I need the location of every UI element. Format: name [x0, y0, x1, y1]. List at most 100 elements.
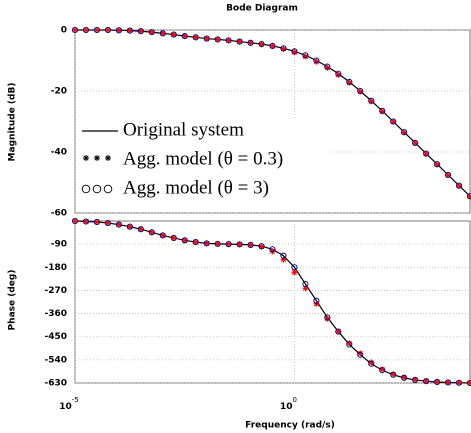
- x-tick-exponent: 0: [292, 396, 296, 404]
- marker-asterisk: [214, 36, 221, 43]
- marker-asterisk: [335, 71, 342, 78]
- x-axis-label: Frequency (rad/s): [245, 421, 335, 431]
- x-tick-label: 100: [280, 396, 297, 412]
- marker-circle: [412, 376, 419, 383]
- marker-asterisk: [247, 39, 254, 46]
- marker-asterisk: [159, 232, 166, 239]
- marker-asterisk: [82, 27, 89, 33]
- marker-circle: [126, 27, 133, 34]
- marker-asterisk: [401, 129, 408, 136]
- marker-circle: [280, 45, 287, 52]
- marker-asterisk: [269, 43, 276, 50]
- marker-asterisk: [357, 88, 364, 95]
- y-tick-label: -270: [44, 286, 67, 296]
- marker-circle: [115, 27, 122, 34]
- marker-asterisk: [236, 38, 243, 45]
- marker-circle: [269, 42, 276, 49]
- legend-label: Agg. model (θ = 3): [123, 177, 269, 198]
- marker-asterisk: [236, 241, 243, 248]
- marker-circle: [434, 161, 441, 168]
- marker-asterisk: [434, 161, 441, 168]
- marker-asterisk: [346, 340, 353, 347]
- marker-asterisk: [313, 58, 320, 65]
- x-tick-base: 10: [280, 402, 293, 412]
- y-tick-label: -630: [44, 379, 67, 389]
- x-tick-label: 10-5: [59, 396, 79, 412]
- legend-symbol: [92, 184, 102, 194]
- chart-title: Bode Diagram: [226, 4, 298, 14]
- legend-label: Agg. model (θ = 0.3): [123, 148, 283, 169]
- marker-asterisk: [104, 220, 111, 227]
- marker-asterisk: [115, 221, 122, 228]
- marker-circle: [466, 193, 471, 200]
- marker-circle: [159, 232, 166, 239]
- marker-circle: [181, 237, 188, 244]
- y-tick-label: -20: [51, 87, 67, 97]
- marker-asterisk: [82, 218, 89, 225]
- marker-circle: [225, 241, 232, 248]
- marker-asterisk: [313, 300, 320, 307]
- marker-circle: [82, 26, 90, 34]
- marker-asterisk: [72, 27, 78, 33]
- marker-circle: [412, 139, 419, 146]
- marker-asterisk: [126, 223, 133, 230]
- marker-asterisk: [357, 350, 364, 357]
- marker-circle: [313, 297, 320, 304]
- marker-asterisk: [280, 256, 287, 263]
- marker-asterisk: [302, 53, 309, 60]
- marker-circle: [335, 70, 342, 77]
- marker-asterisk: [269, 248, 276, 255]
- marker-asterisk: [346, 79, 353, 86]
- marker-asterisk: [72, 218, 78, 224]
- marker-circle: [379, 107, 386, 114]
- marker-asterisk: [302, 285, 309, 292]
- marker-asterisk: [93, 27, 100, 33]
- marker-asterisk: [258, 243, 265, 250]
- y-tick-label: -90: [51, 240, 67, 250]
- marker-circle: [280, 252, 287, 259]
- y-tick-label: -40: [51, 148, 67, 158]
- marker-circle: [455, 182, 463, 189]
- marker-asterisk: [126, 27, 133, 34]
- legend-symbol: [105, 155, 111, 161]
- marker-asterisk: [335, 328, 342, 335]
- marker-asterisk: [324, 64, 331, 71]
- marker-circle: [379, 367, 386, 374]
- marker-circle: [390, 118, 397, 125]
- marker-circle: [401, 129, 408, 136]
- marker-circle: [444, 379, 452, 386]
- marker-circle: [71, 26, 79, 34]
- marker-circle: [115, 221, 122, 228]
- marker-circle: [302, 52, 309, 59]
- plot-area: [74, 220, 471, 384]
- marker-circle: [104, 26, 111, 34]
- marker-asterisk: [401, 374, 408, 381]
- marker-asterisk: [412, 376, 419, 383]
- marker-asterisk: [159, 30, 166, 37]
- y-axis-label: Phase (deg): [8, 270, 18, 331]
- marker-asterisk: [280, 45, 287, 52]
- marker-circle: [346, 341, 353, 348]
- marker-circle: [368, 360, 375, 367]
- marker-asterisk: [434, 378, 441, 385]
- marker-circle: [291, 264, 298, 271]
- y-tick-label: -60: [51, 209, 67, 219]
- marker-circle: [137, 226, 144, 233]
- marker-asterisk: [247, 241, 254, 248]
- y-tick-label: -360: [44, 309, 67, 319]
- marker-circle: [444, 171, 452, 178]
- marker-asterisk: [170, 31, 177, 38]
- marker-circle: [401, 374, 408, 381]
- marker-asterisk: [291, 269, 298, 276]
- marker-circle: [159, 30, 166, 37]
- marker-asterisk: [456, 379, 463, 386]
- marker-asterisk: [137, 226, 144, 233]
- marker-circle: [104, 220, 111, 227]
- marker-asterisk: [390, 118, 397, 125]
- marker-asterisk: [258, 41, 265, 48]
- marker-circle: [236, 38, 243, 45]
- marker-circle: [335, 328, 342, 335]
- marker-asterisk: [368, 98, 375, 105]
- marker-circle: [324, 63, 331, 70]
- marker-asterisk: [225, 241, 232, 248]
